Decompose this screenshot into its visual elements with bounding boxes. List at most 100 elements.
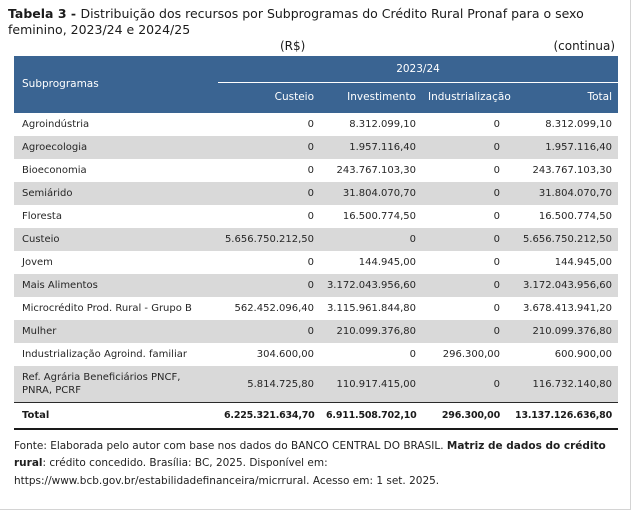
cell-total: 1.957.116,40	[545, 142, 612, 153]
row-label: Jovem	[22, 257, 53, 268]
table-title: Tabela 3 - Distribuição dos recursos por…	[8, 6, 612, 38]
source-suffix: : crédito concedido. Brasília: BC, 2025.…	[14, 457, 440, 487]
cell-custeio: 0	[307, 165, 314, 176]
data-table: Subprogramas 2023/24 Custeio Investiment…	[14, 56, 618, 430]
cell-industrializacao: 0	[493, 234, 500, 245]
table-row-bioeconomia: Bioeconomia 0 243.767.103,30 0 243.767.1…	[14, 159, 618, 182]
source-note: Fonte: Elaborada pelo autor com base nos…	[14, 438, 618, 490]
cell-investimento: 110.917.415,00	[336, 378, 416, 390]
row-label: Ref. Agrária Beneficiários PNCF, PNRA, P…	[22, 372, 181, 396]
cell-custeio: 304.600,00	[256, 349, 314, 360]
cell-industrializacao: 0	[493, 119, 500, 130]
cell-custeio: 0	[307, 142, 314, 153]
table-footer: Total 6.225.321.634,70 6.911.508.702,10 …	[14, 402, 618, 429]
column-header-total: Total	[506, 82, 618, 113]
row-label: Custeio	[22, 234, 60, 245]
table-row-mulher: Mulher 0 210.099.376,80 0 210.099.376,80	[14, 320, 618, 343]
row-label: Mais Alimentos	[22, 280, 98, 291]
table-row-agroecologia: Agroecologia 0 1.957.116,40 0 1.957.116,…	[14, 136, 618, 159]
table-body: Agroindústria 0 8.312.099,10 0 8.312.099…	[14, 113, 618, 403]
table-title-text: Distribuição dos recursos por Subprogram…	[8, 6, 584, 37]
cell-industrializacao: 0	[493, 280, 500, 291]
cell-industrializacao: 0	[493, 303, 500, 314]
cell-industrializacao: 0	[493, 257, 500, 268]
table-title-number: Tabela 3 -	[8, 6, 81, 21]
cell-investimento: 31.804.070,70	[342, 188, 416, 199]
cell-investimento: 3.172.043.956,60	[326, 280, 416, 291]
total-label: Total	[22, 410, 50, 421]
cell-total: 243.767.103,30	[532, 165, 612, 176]
table-row-industrializacao-agroind: Industrialização Agroind. familiar 304.6…	[14, 343, 618, 366]
cell-investimento: 243.767.103,30	[336, 165, 416, 176]
cell-industrializacao: 0	[493, 326, 500, 337]
document-page: Tabela 3 - Distribuição dos recursos por…	[8, 6, 618, 490]
cell-total: 3.172.043.956,60	[522, 280, 612, 291]
total-investimento: 6.911.508.702,10	[326, 410, 417, 421]
row-label: Microcrédito Prod. Rural - Grupo B	[22, 303, 192, 314]
table-row-jovem: Jovem 0 144.945,00 0 144.945,00	[14, 251, 618, 274]
column-header-industrializacao: Industrialização	[422, 82, 511, 113]
cell-total: 3.678.413.941,20	[522, 303, 612, 314]
column-header-subprogramas: Subprogramas	[14, 56, 218, 113]
row-label: Agroindústria	[22, 119, 90, 130]
cell-custeio: 5.656.750.212,50	[224, 234, 314, 245]
cell-investimento: 16.500.774,50	[342, 211, 416, 222]
total-geral: 13.137.126.636,80	[515, 410, 612, 421]
table-row-microcredito-grupo-b: Microcrédito Prod. Rural - Grupo B 562.4…	[14, 297, 618, 320]
cell-industrializacao: 0	[493, 378, 500, 390]
cell-investimento: 144.945,00	[358, 257, 416, 268]
row-label: Mulher	[22, 326, 57, 337]
cell-custeio: 0	[307, 211, 314, 222]
cell-investimento: 1.957.116,40	[349, 142, 416, 153]
table-row-semiarido: Semiárido 0 31.804.070,70 0 31.804.070,7…	[14, 182, 618, 205]
cell-industrializacao: 296.300,00	[442, 349, 500, 360]
table-row-mais-alimentos: Mais Alimentos 0 3.172.043.956,60 0 3.17…	[14, 274, 618, 297]
cell-investimento: 3.115.961.844,80	[326, 303, 416, 314]
cell-industrializacao: 0	[493, 142, 500, 153]
table-row-ref-agraria: Ref. Agrária Beneficiários PNCF, PNRA, P…	[14, 366, 618, 403]
row-label: Bioeconomia	[22, 165, 87, 176]
row-label: Agroecologia	[22, 142, 88, 153]
row-label: Semiárido	[22, 188, 73, 199]
total-custeio: 6.225.321.634,70	[224, 410, 315, 421]
cell-total: 16.500.774,50	[538, 211, 612, 222]
cell-investimento: 210.099.376,80	[336, 326, 416, 337]
cell-total: 210.099.376,80	[532, 326, 612, 337]
column-header-custeio: Custeio	[218, 82, 320, 113]
cell-industrializacao: 0	[493, 188, 500, 199]
currency-note: (R$)	[280, 39, 306, 53]
cell-total: 144.945,00	[554, 257, 612, 268]
table-header: Subprogramas 2023/24 Custeio Investiment…	[14, 56, 618, 113]
cell-industrializacao: 0	[493, 211, 500, 222]
header-columns-row: Custeio Investimento Industrialização To…	[14, 82, 618, 113]
column-header-investimento: Investimento	[320, 82, 422, 113]
row-label: Industrialização Agroind. familiar	[22, 349, 187, 360]
cell-total: 31.804.070,70	[538, 188, 612, 199]
cell-custeio: 0	[307, 188, 314, 199]
total-industrializacao: 296.300,00	[441, 410, 500, 421]
column-group-header-2023-24: 2023/24	[218, 56, 618, 83]
source-bold: Matriz de dados do crédito rural	[14, 440, 610, 470]
cell-investimento: 8.312.099,10	[349, 119, 416, 130]
table-row-custeio: Custeio 5.656.750.212,50 0 0 5.656.750.2…	[14, 228, 618, 251]
table-row-floresta: Floresta 0 16.500.774,50 0 16.500.774,50	[14, 205, 618, 228]
cell-total: 5.656.750.212,50	[522, 234, 612, 245]
cell-total: 8.312.099,10	[545, 119, 612, 130]
cell-total: 600.900,00	[554, 349, 612, 360]
cell-custeio: 5.814.725,80	[247, 378, 314, 390]
table-row-total: Total 6.225.321.634,70 6.911.508.702,10 …	[14, 402, 618, 429]
cell-investimento: 0	[409, 234, 416, 245]
cell-custeio: 0	[307, 326, 314, 337]
cell-custeio: 0	[307, 280, 314, 291]
header-group-row: Subprogramas 2023/24	[14, 56, 618, 113]
cell-industrializacao: 0	[493, 165, 500, 176]
table-meta-row: (R$) (continua)	[8, 38, 617, 56]
cell-custeio: 0	[307, 119, 314, 130]
cell-custeio: 0	[307, 257, 314, 268]
table-row-agroindustria: Agroindústria 0 8.312.099,10 0 8.312.099…	[14, 113, 618, 136]
source-prefix: Fonte: Elaborada pelo autor com base nos…	[14, 440, 447, 452]
cell-investimento: 0	[409, 349, 416, 360]
continuation-note: (continua)	[553, 39, 615, 53]
row-label: Floresta	[22, 211, 62, 222]
cell-total: 116.732.140,80	[532, 378, 612, 390]
